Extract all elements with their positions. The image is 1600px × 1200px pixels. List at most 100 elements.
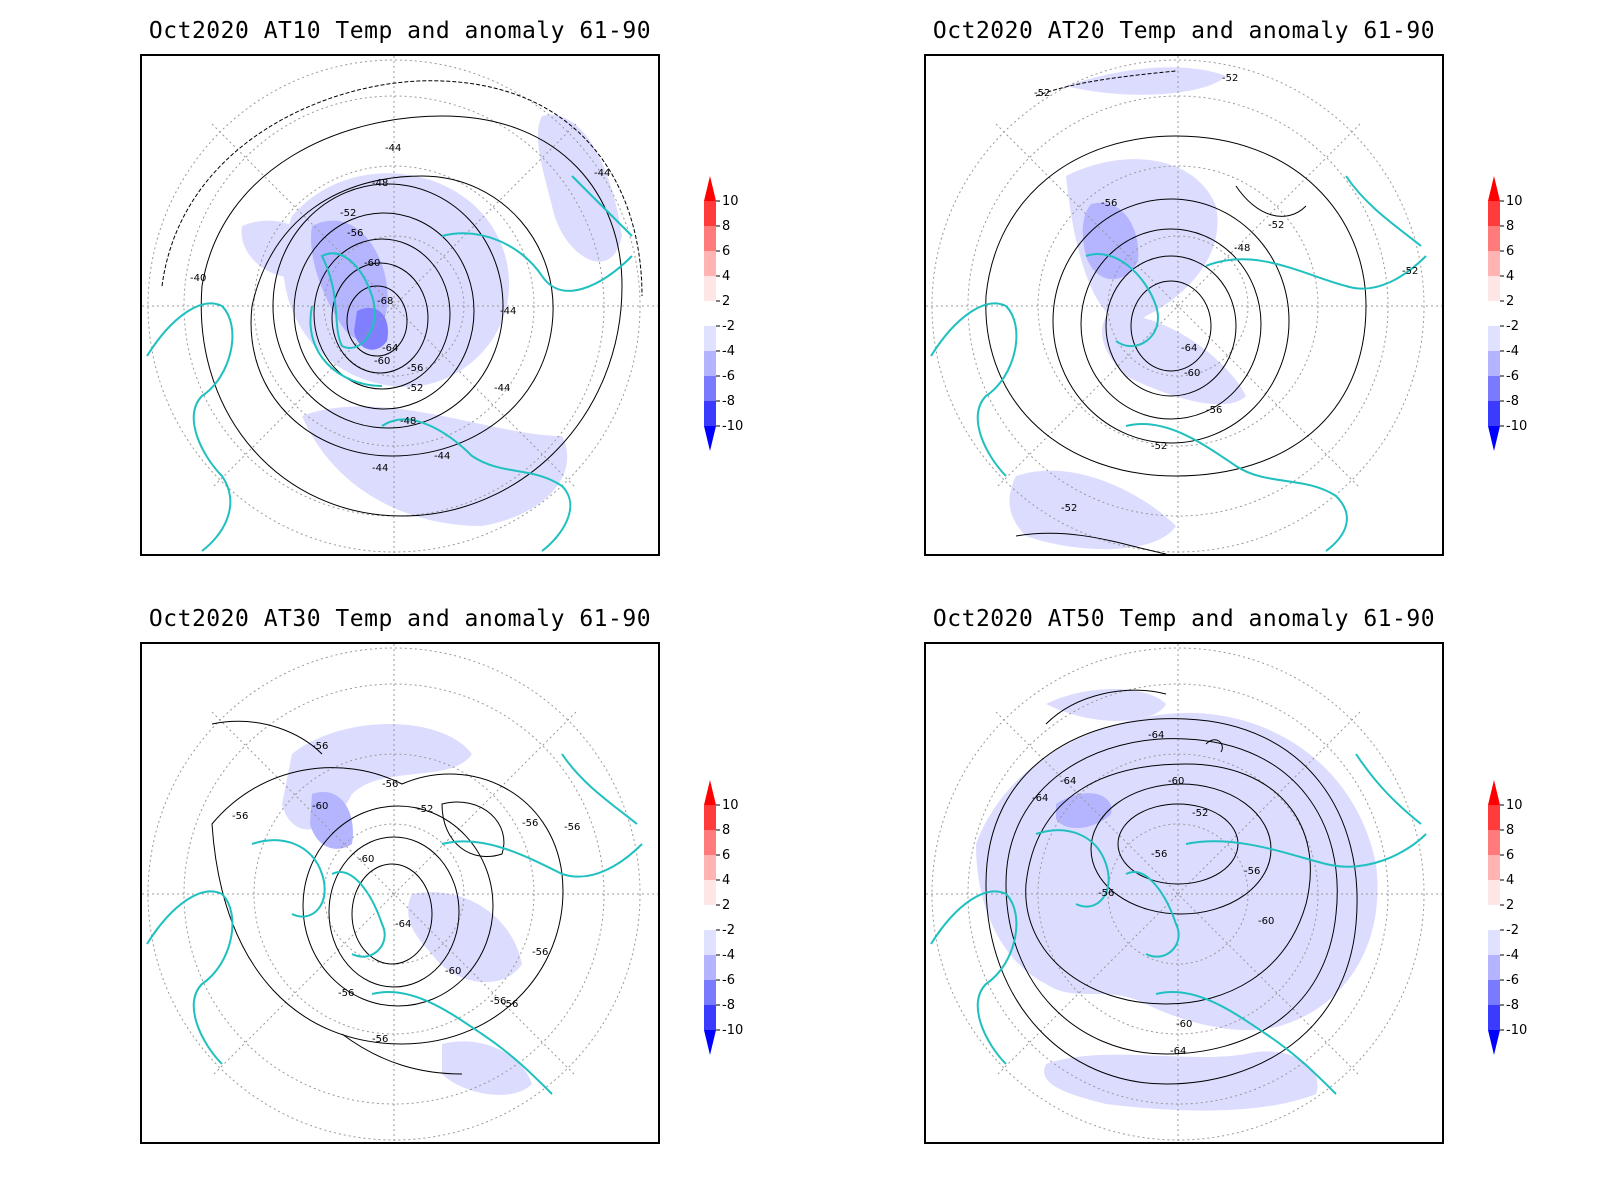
colorbar-segment: [1488, 301, 1500, 326]
contour-label: -44: [372, 463, 388, 474]
colorbar-segment: [704, 980, 716, 1005]
colorbar-segment: [704, 326, 716, 351]
colorbar-label: -6: [1506, 973, 1519, 988]
temperature-contours: [985, 689, 1358, 1085]
colorbar: 10 8 6 4 2 -2 -4 -6 -8 -10: [1484, 172, 1544, 466]
contour-label: -60: [445, 966, 461, 977]
colorbar: 10 8 6 4 2 -2 -4 -6 -8 -10: [700, 776, 760, 1070]
colorbar-label: -6: [722, 973, 735, 988]
colorbar-label: 8: [722, 823, 730, 838]
contour-labels: -52 -52 -56 -52 -48 -52 -64 -60 -56 -52 …: [1034, 73, 1418, 514]
contour-labels: -64 -64 -64 -60 -52 -56 -56 -56 -60 -60 …: [1032, 730, 1274, 1057]
colorbar-segment: [704, 955, 716, 980]
contour-label: -44: [494, 383, 510, 394]
contour-label: -44: [385, 143, 401, 154]
contour-label: -56: [372, 1034, 388, 1045]
colorbar-bottom-arrow: [704, 426, 716, 451]
colorbar-svg: 10 8 6 4 2 -2 -4 -6 -8 -10: [704, 780, 743, 1055]
colorbar-label: -4: [1506, 344, 1519, 359]
colorbar-svg: 10 8 6 4 2 -2 -4 -6 -8 -10: [704, 176, 743, 451]
contour-label: -56: [502, 999, 518, 1010]
contour-labels: -44 -48 -52 -56 -60 -68 -64 -60 -56 -52 …: [190, 143, 610, 474]
contour-label: -52: [1268, 220, 1284, 231]
polar-map: -64 -64 -64 -60 -52 -56 -56 -56 -60 -60 …: [924, 642, 1444, 1144]
colorbar-segment: [704, 905, 716, 930]
colorbar-label: -8: [722, 998, 735, 1013]
colorbar-segment: [704, 805, 716, 830]
colorbar-label: 6: [1506, 848, 1514, 863]
colorbar-label: 4: [722, 873, 730, 888]
contour-label: -60: [1168, 776, 1184, 787]
colorbar-segment: [704, 351, 716, 376]
colorbar-segment: [1488, 376, 1500, 401]
contour-label: -60: [1184, 368, 1200, 379]
colorbar-bottom-arrow: [1488, 426, 1500, 451]
colorbar-segment: [1488, 805, 1500, 830]
anomaly-shading: [1009, 67, 1246, 550]
colorbar-label: -2: [1506, 319, 1519, 334]
colorbar-label: -2: [722, 319, 735, 334]
contour-label: -68: [377, 296, 393, 307]
contour-label: -56: [312, 741, 328, 752]
contour-label: -56: [232, 811, 248, 822]
colorbar-label: 6: [1506, 244, 1514, 259]
colorbar-label: 8: [722, 219, 730, 234]
colorbar-label: 2: [722, 898, 730, 913]
colorbar-bottom-arrow: [704, 1030, 716, 1055]
colorbar-label: 2: [1506, 898, 1514, 913]
contour-label: -64: [395, 919, 411, 930]
contour-label: -56: [382, 779, 398, 790]
contour-label: -60: [1176, 1019, 1192, 1030]
contour-label: -56: [522, 818, 538, 829]
contour-label: -56: [1244, 866, 1260, 877]
colorbar-segment: [1488, 855, 1500, 880]
colorbar-label: 10: [1506, 798, 1523, 813]
colorbar-label: -6: [722, 369, 735, 384]
contour-label: -60: [364, 258, 380, 269]
contour-label: -56: [532, 947, 548, 958]
map-svg: -56 -56 -60 -52 -56 -56 -56 -60 -64 -60 …: [142, 644, 658, 1142]
colorbar-label: 2: [1506, 294, 1514, 309]
contour-label: -56: [564, 822, 580, 833]
colorbar: 10 8 6 4 2 -2 -4 -6 -8 -10: [700, 172, 760, 466]
panel-title: Oct2020 AT20 Temp and anomaly 61-90: [932, 18, 1436, 44]
contour-label: -44: [500, 306, 516, 317]
colorbar-segment: [704, 1005, 716, 1030]
colorbar-segment: [1488, 401, 1500, 426]
colorbar-segment: [704, 855, 716, 880]
colorbar-segment: [704, 276, 716, 301]
contour-label: -52: [1192, 808, 1208, 819]
colorbar-label: 10: [722, 798, 739, 813]
colorbar-segment: [704, 880, 716, 905]
colorbar-segment: [1488, 276, 1500, 301]
colorbar-label: 6: [722, 244, 730, 259]
colorbar-label: -2: [722, 923, 735, 938]
panel-title: Oct2020 AT50 Temp and anomaly 61-90: [932, 606, 1436, 632]
colorbar-label: 8: [1506, 219, 1514, 234]
contour-label: -52: [340, 208, 356, 219]
colorbar-segment: [704, 251, 716, 276]
contour-label: -64: [1032, 793, 1048, 804]
polar-map: -56 -56 -60 -52 -56 -56 -56 -60 -64 -60 …: [140, 642, 660, 1144]
colorbar-label: -4: [1506, 948, 1519, 963]
contour-label: -44: [434, 451, 450, 462]
map-svg: -52 -52 -56 -52 -48 -52 -64 -60 -56 -52 …: [926, 56, 1442, 554]
colorbar-segment: [704, 226, 716, 251]
colorbar-segment: [1488, 980, 1500, 1005]
grid-lines: [926, 644, 1442, 1142]
contour-label: -60: [374, 356, 390, 367]
contour-label: -64: [1148, 730, 1164, 741]
colorbar-segment: [704, 830, 716, 855]
colorbar-top-arrow: [1488, 780, 1500, 805]
contour-label: -56: [490, 996, 506, 1007]
colorbar-label: 10: [722, 194, 739, 209]
colorbar-segment: [1488, 930, 1500, 955]
grid-lines: [142, 56, 658, 554]
colorbar-segment: [1488, 251, 1500, 276]
grid-lines: [142, 644, 658, 1142]
colorbar-label: 10: [1506, 194, 1523, 209]
colorbar-label: -10: [1506, 1023, 1527, 1038]
contour-label: -40: [190, 273, 206, 284]
map-svg: -64 -64 -64 -60 -52 -56 -56 -56 -60 -60 …: [926, 644, 1442, 1142]
contour-label: -64: [1060, 776, 1076, 787]
